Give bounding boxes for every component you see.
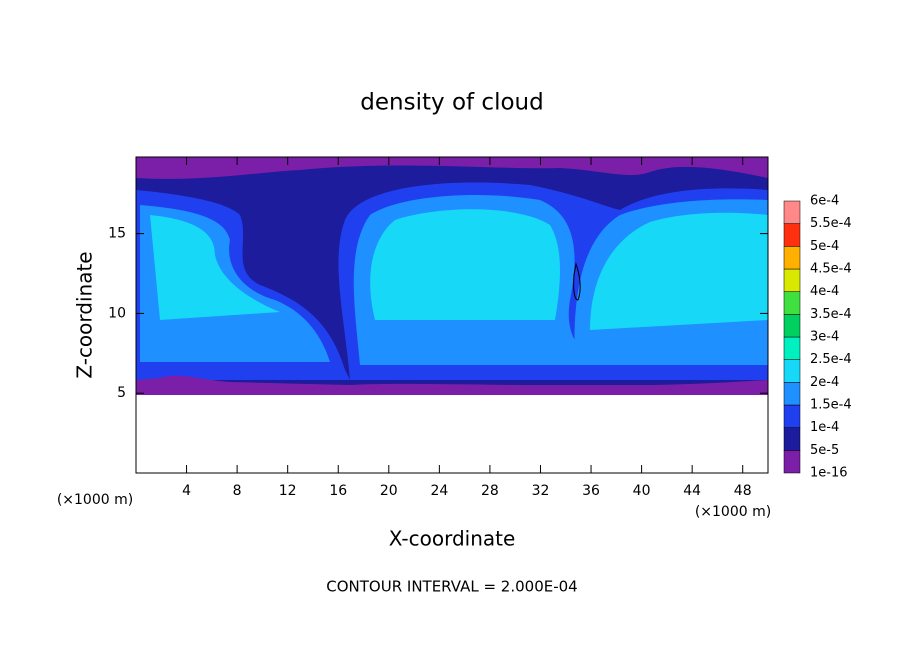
colorbar-box [783,359,801,383]
x-tick-label: 48 [734,483,752,499]
y-tick-label: 15 [108,226,126,242]
y-tick-label: 5 [117,385,126,401]
x-tick-label: 40 [633,483,651,499]
y-axis-label: Z-coordinate [73,251,97,378]
colorbar-label: 1.5e-4 [810,398,852,413]
colorbar-box [783,246,801,270]
colorbar-label: 4e-4 [810,284,839,299]
colorbar-box [783,223,801,247]
colorbar-box [783,200,801,224]
colorbar-box [783,336,801,360]
colorbar-box [783,404,801,428]
colorbar-box [783,450,801,474]
colorbar-label: 1e-4 [810,420,839,435]
colorbar-label: 4.5e-4 [810,262,852,277]
colorbar-box [783,291,801,315]
x-tick-label: 20 [380,483,398,499]
y-unit-label: (×1000 m) [57,492,133,508]
x-tick-label: 24 [430,483,448,499]
colorbar-label: 6e-4 [810,194,839,209]
contour-fill [370,209,560,320]
x-axis-label: X-coordinate [389,527,516,551]
colorbar-label: 1e-16 [810,466,848,481]
colorbar-label: 5e-5 [810,443,839,458]
colorbar-box [783,314,801,338]
contour-fill [590,212,768,330]
colorbar-label: 5e-4 [810,239,839,254]
x-tick-label: 8 [233,483,242,499]
contour-line [573,262,581,301]
chart-title: density of cloud [360,90,543,116]
colorbar-box [783,427,801,451]
x-tick-label: 32 [532,483,550,499]
x-tick-label: 16 [329,483,347,499]
x-tick-label: 36 [582,483,600,499]
colorbar-label: 2e-4 [810,375,839,390]
contour-fill [150,215,280,320]
x-tick-label: 12 [279,483,297,499]
x-unit-label: (×1000 m) [695,504,771,520]
contour-fill [136,375,768,395]
x-tick-label: 28 [481,483,499,499]
plot-frame [135,156,769,474]
footer: CONTOUR INTERVAL = 2.000E-04 [326,578,577,596]
colorbar-label: 3e-4 [810,330,839,345]
y-tick-label: 10 [108,305,126,321]
colorbar-label: 3.5e-4 [810,307,852,322]
colorbar-box [783,268,801,292]
colorbar-label: 2.5e-4 [810,352,852,367]
contour-field [136,157,768,395]
colorbar-box [783,382,801,406]
x-tick-label: 44 [683,483,701,499]
x-tick-label: 4 [182,483,191,499]
colorbar-label: 5.5e-4 [810,216,852,231]
